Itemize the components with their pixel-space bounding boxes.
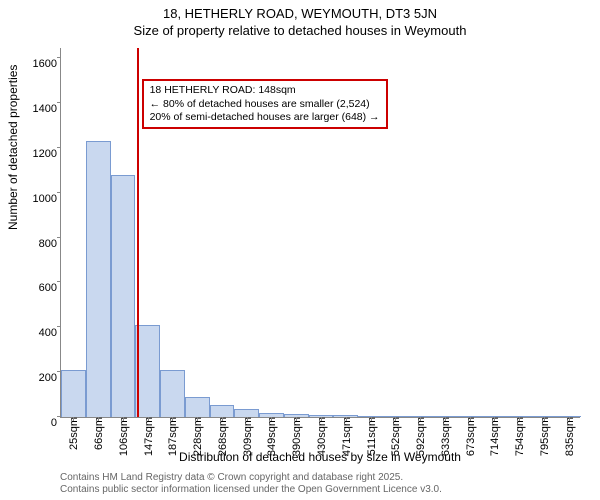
footer-attribution: Contains HM Land Registry data © Crown c… [60, 472, 442, 496]
y-tick-mark [57, 102, 61, 103]
x-tick-mark [172, 417, 173, 421]
x-tick-mark [98, 417, 99, 421]
y-tick-mark [57, 147, 61, 148]
annotation-line: ← 80% of detached houses are smaller (2,… [150, 98, 380, 111]
x-tick-mark [346, 417, 347, 421]
x-tick-mark [247, 417, 248, 421]
x-tick-label: 25sqm [66, 417, 80, 450]
y-tick-mark [57, 237, 61, 238]
y-tick-label: 200 [39, 372, 61, 384]
x-axis-label: Distribution of detached houses by size … [60, 450, 580, 464]
x-tick-mark [420, 417, 421, 421]
x-tick-mark [371, 417, 372, 421]
chart-plot-area: 0200400600800100012001400160025sqm66sqm1… [60, 48, 580, 418]
x-tick-mark [470, 417, 471, 421]
x-tick-mark [296, 417, 297, 421]
y-tick-label: 400 [39, 327, 61, 339]
x-tick-mark [321, 417, 322, 421]
y-tick-mark [57, 281, 61, 282]
title-subtitle: Size of property relative to detached ho… [0, 23, 600, 38]
x-tick-mark [123, 417, 124, 421]
x-tick-mark [73, 417, 74, 421]
histogram-bar [61, 370, 86, 417]
x-tick-mark [445, 417, 446, 421]
y-tick-label: 1400 [33, 103, 61, 115]
histogram-bar [234, 409, 259, 417]
x-tick-mark [271, 417, 272, 421]
x-tick-mark [222, 417, 223, 421]
x-tick-mark [569, 417, 570, 421]
annotation-line: 20% of semi-detached houses are larger (… [150, 111, 380, 124]
y-tick-label: 1600 [33, 58, 61, 70]
footer-line1: Contains HM Land Registry data © Crown c… [60, 472, 442, 484]
y-tick-label: 0 [51, 417, 61, 429]
histogram-bar [86, 141, 111, 417]
histogram-bar [185, 397, 210, 417]
histogram-bar [210, 405, 235, 417]
y-tick-label: 600 [39, 282, 61, 294]
marker-line [137, 48, 139, 417]
x-tick-mark [148, 417, 149, 421]
annotation-line: 18 HETHERLY ROAD: 148sqm [150, 84, 380, 97]
histogram-bar [135, 325, 160, 417]
histogram-bar [160, 370, 185, 417]
x-tick-mark [519, 417, 520, 421]
x-tick-mark [544, 417, 545, 421]
x-tick-label: 66sqm [91, 417, 105, 450]
annotation-box: 18 HETHERLY ROAD: 148sqm← 80% of detache… [142, 79, 388, 128]
y-tick-label: 1200 [33, 148, 61, 160]
footer-line2: Contains public sector information licen… [60, 484, 442, 496]
title-address: 18, HETHERLY ROAD, WEYMOUTH, DT3 5JN [0, 6, 600, 21]
y-tick-label: 1000 [33, 193, 61, 205]
y-tick-mark [57, 326, 61, 327]
y-axis-label: Number of detached properties [6, 65, 20, 230]
y-tick-mark [57, 57, 61, 58]
x-tick-mark [494, 417, 495, 421]
x-tick-mark [395, 417, 396, 421]
y-tick-label: 800 [39, 238, 61, 250]
histogram-bar [111, 175, 136, 417]
x-tick-mark [197, 417, 198, 421]
y-tick-mark [57, 192, 61, 193]
